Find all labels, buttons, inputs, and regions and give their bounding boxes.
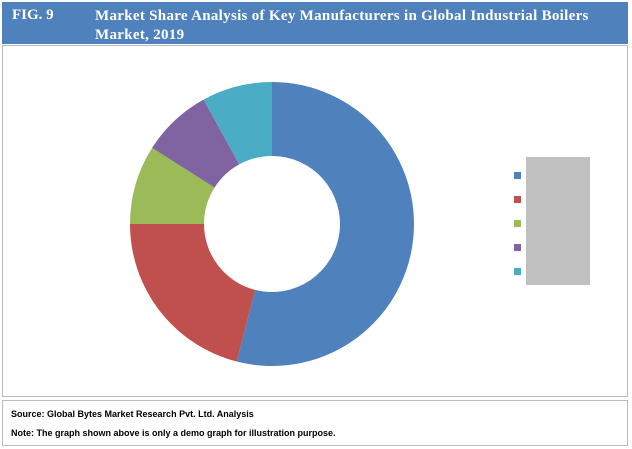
legend-box xyxy=(526,157,590,285)
note: Note: The graph shown above is only a de… xyxy=(11,428,336,438)
source: Source: Global Bytes Market Research Pvt… xyxy=(11,409,254,419)
title-bar: FIG. 9 Market Share Analysis of Key Manu… xyxy=(2,2,628,44)
donut-slice xyxy=(130,147,215,224)
donut-slice xyxy=(130,224,256,362)
donut-slice xyxy=(203,82,272,165)
footer: Source: Global Bytes Market Research Pvt… xyxy=(2,400,628,446)
legend-swatch xyxy=(514,244,521,251)
legend-swatch xyxy=(514,172,521,179)
legend-swatch xyxy=(514,220,521,227)
figure-label: FIG. 9 xyxy=(12,7,54,23)
legend-swatch xyxy=(514,268,521,275)
donut-slice xyxy=(236,82,415,366)
chart-title: Market Share Analysis of Key Manufacture… xyxy=(95,8,589,43)
legend-swatch xyxy=(514,196,521,203)
chart-area xyxy=(2,45,628,397)
donut-slice xyxy=(152,99,240,188)
